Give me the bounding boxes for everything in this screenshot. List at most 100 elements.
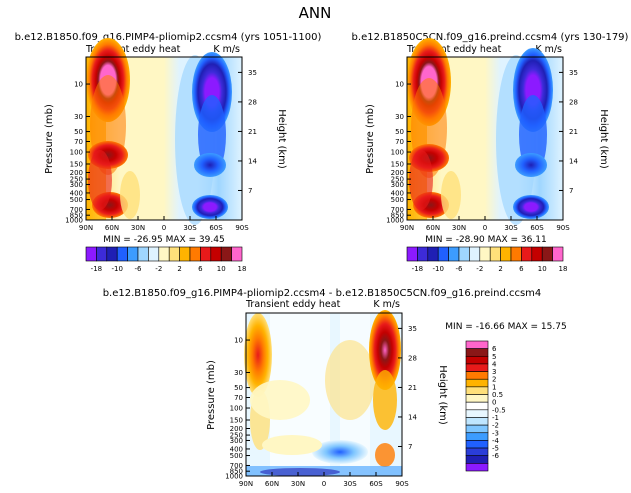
colorbar-swatch	[510, 246, 522, 262]
panel-units: K m/s	[373, 299, 400, 310]
colorbar-label: 6	[198, 265, 203, 273]
panel-bottom: b.e12.B1850.f09_g16.PIMP4-pliomip2.ccsm4…	[103, 288, 567, 488]
y-tick-label: 500	[391, 196, 404, 204]
y2-tick-label: 35	[569, 69, 578, 77]
y2-tick-label: 7	[248, 187, 252, 195]
y-tick-label: 500	[70, 196, 83, 204]
colorbar-swatch	[148, 246, 160, 262]
colorbar-label: -10	[111, 265, 122, 273]
y-tick-label: 100	[70, 149, 83, 157]
colorbar-swatch	[465, 417, 489, 426]
x-tick-label: 60N	[426, 224, 440, 232]
x-tick-label: 90N	[239, 480, 253, 488]
colorbar-swatch	[489, 246, 501, 262]
colorbar-label: 3	[492, 368, 496, 376]
y-tick-label: 200	[70, 169, 83, 177]
y-tick-label: 200	[391, 169, 404, 177]
y2-tick-label: 14	[248, 157, 257, 165]
y-axis-label: Pressure (mb)	[206, 360, 217, 430]
colorbar-label: 10	[538, 265, 547, 273]
colorbar-swatch	[200, 246, 212, 262]
stats-label: MIN = -26.95 MAX = 39.45	[103, 235, 224, 245]
colorbar-label: 2	[498, 265, 502, 273]
y-tick-label: 250	[391, 176, 404, 184]
y2-tick-label: 21	[408, 384, 417, 392]
colorbar-swatch	[541, 246, 553, 262]
y-tick-label: 50	[234, 384, 243, 392]
colorbar-swatch	[500, 246, 512, 262]
y2-tick-label: 35	[408, 325, 417, 333]
panel-top-left: b.e12.B1850.f09_g16.PIMP4-pliomip2.ccsm4…	[15, 32, 322, 245]
x-tick-label: 60S	[530, 224, 544, 232]
colorbar-label: 2	[177, 265, 181, 273]
x-tick-label: 0	[483, 224, 487, 232]
y2-tick-label: 7	[569, 187, 573, 195]
colorbar-swatch	[465, 424, 489, 434]
y2-axis: 35 28 21 14 7	[238, 69, 257, 195]
y-tick-label: 1000	[65, 217, 83, 225]
x-tick-label: 90N	[79, 224, 93, 232]
colorbar-swatch	[552, 246, 564, 262]
colorbar-label: 18	[238, 265, 247, 273]
x-tick-label: 30N	[291, 480, 305, 488]
panel-title: b.e12.B1850.f09_g16.PIMP4-pliomip2.ccsm4…	[15, 32, 322, 43]
colorbar-label: 1	[492, 383, 496, 391]
x-tick-label: 30N	[131, 224, 145, 232]
y-tick-label: 400	[391, 189, 404, 197]
y-tick-label: 150	[70, 160, 83, 168]
y-tick-label: 10	[395, 81, 404, 89]
colorbar-swatch	[158, 246, 170, 262]
colorbar-label: -3	[492, 429, 499, 437]
y2-axis: 35 28 21 14 7	[559, 69, 578, 195]
colorbar-label: 2	[492, 376, 496, 384]
colorbar-swatch	[521, 246, 533, 262]
colorbar-label: 0	[492, 399, 496, 407]
x-tick-label: 0	[162, 224, 166, 232]
y2-axis-label: Height (km)	[598, 109, 609, 169]
y-tick-label: 70	[234, 394, 243, 402]
y-tick-label: 70	[74, 138, 83, 146]
x-tick-label: 90S	[395, 480, 409, 488]
y-tick-label: 100	[230, 405, 243, 413]
y-tick-label: 850	[230, 468, 243, 476]
panel-subtitle: Transient eddy heat	[85, 44, 181, 55]
contour-field	[407, 38, 563, 225]
colorbar-swatch	[96, 246, 108, 262]
colorbar-swatch	[465, 348, 489, 357]
panel-subtitle: Transient eddy heat	[406, 44, 502, 55]
x-tick-label: 60S	[369, 480, 383, 488]
colorbar-label: -6	[492, 452, 500, 460]
colorbar-swatch	[189, 246, 201, 262]
colorbar-label: -2	[476, 265, 483, 273]
colorbar-swatch	[465, 378, 489, 388]
y2-tick-label: 21	[569, 128, 578, 136]
y-tick-label: 50	[74, 128, 83, 136]
colorbar-label: -4	[492, 437, 500, 445]
colorbar-label: -6	[135, 265, 143, 273]
colorbar-swatch	[448, 246, 460, 262]
colorbar-swatch	[465, 455, 489, 464]
panel-title: b.e12.B1850.f09_g16.PIMP4-pliomip2.ccsm4…	[103, 288, 542, 299]
y-tick-label: 150	[230, 416, 243, 424]
colorbar-swatch	[231, 246, 243, 262]
x-tick-label: 0	[322, 480, 326, 488]
y2-axis: 35 28 21 14 7	[398, 325, 417, 451]
colorbar-label: -6	[456, 265, 464, 273]
y-tick-label: 200	[230, 425, 243, 433]
y-tick-label: 300	[70, 181, 83, 189]
colorbar-swatch	[427, 246, 439, 262]
y-tick-label: 850	[391, 212, 404, 220]
y-tick-label: 50	[395, 128, 404, 136]
colorbar-label: 4	[492, 360, 497, 368]
stats-label: MIN = -16.66 MAX = 15.75	[445, 322, 566, 332]
colorbar-swatch	[127, 246, 139, 262]
y-tick-label: 400	[70, 189, 83, 197]
x-tick-label: 60N	[265, 480, 279, 488]
y2-tick-label: 28	[248, 98, 257, 106]
x-axis: 90N 60N 30N 0 30S 60S 90S	[79, 216, 249, 232]
panel-units: K m/s	[535, 44, 562, 55]
colorbar-label: -2	[492, 422, 499, 430]
contour-field	[244, 310, 402, 476]
